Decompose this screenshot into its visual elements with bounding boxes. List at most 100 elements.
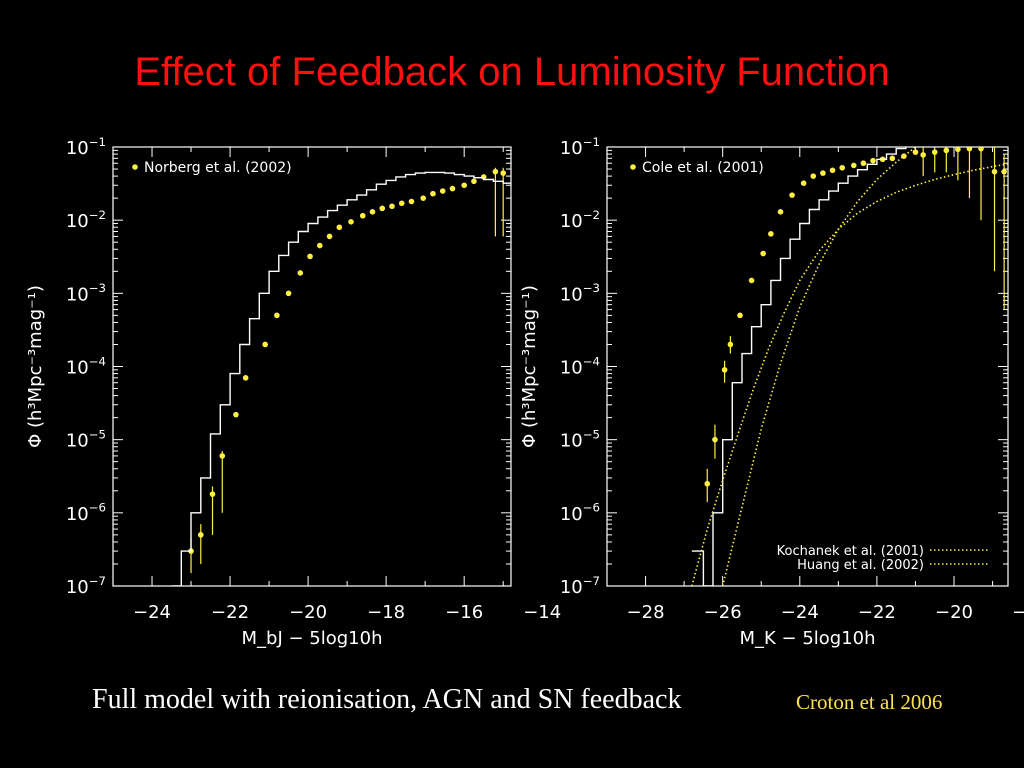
data-point [850,162,857,169]
data-point [262,341,268,348]
data-point [829,167,836,174]
data-point [461,182,467,189]
data-point [439,188,446,194]
y-tick-label: 10−3 [560,281,600,305]
data-point [242,375,249,381]
y-tick-label: 10−6 [66,501,106,525]
data-point [955,147,961,153]
y-tick-label: 10−4 [66,354,106,378]
x-tick-label: −22 [211,602,249,623]
data-point [285,290,292,297]
legend-label: Norberg et al. (2002) [144,160,292,176]
data-point [760,250,766,257]
x-tick-label: −14 [523,602,561,623]
data-point [737,312,743,319]
data-point [931,149,938,155]
dotted-fit-line [721,147,917,586]
data-point [209,491,216,497]
y-tick-label: 10−7 [560,574,600,598]
data-point [326,233,333,240]
data-point [379,205,386,212]
data-point [307,253,313,260]
x-tick-label: −24 [133,602,171,623]
data-point [777,209,784,215]
data-point [748,277,755,284]
x-tick-label: −20 [935,602,973,623]
dotted-fit-line [691,163,1008,586]
y-tick-label: 10−1 [66,135,106,159]
data-point [408,198,415,205]
x-tick-label: −18 [367,602,405,623]
data-point [721,367,728,373]
data-point [500,170,506,176]
data-point [920,152,926,158]
y-tick-label: 10−5 [560,428,600,452]
y-tick-label: 10−1 [560,135,600,159]
data-point [912,149,919,155]
y-axis-label: Φ (h³Mpc⁻³mag⁻¹) [25,285,46,448]
y-axis-label: Φ (h³Mpc⁻³mag⁻¹) [519,285,540,448]
data-point [870,157,876,164]
data-point [233,411,239,418]
x-tick-label: −26 [704,602,742,623]
legend-label: Huang et al. (2002) [797,558,924,573]
data-point [800,180,807,187]
plot-area [171,167,511,586]
data-point [1001,168,1007,175]
x-tick-label: −16 [445,602,483,623]
data-point [943,147,950,154]
chart-panel-2: 10−1 10−2 10−3 10−4 10−5 10−6 10−7 −28 −26 −24 −22… [519,135,1024,649]
legend-marker [132,164,138,170]
data-point [398,200,405,207]
y-tick-label: 10−5 [66,428,106,452]
data-point [810,173,817,179]
plot-frame [112,146,512,587]
data-point [492,168,499,175]
data-point [274,312,280,319]
y-tick-label: 10−3 [66,281,106,305]
data-point [389,203,395,210]
x-tick-label: −28 [627,602,665,623]
x-tick-label: −20 [289,602,327,623]
y-tick-label: 10−7 [66,574,106,598]
y-tick-label: 10−2 [66,208,106,232]
data-point [966,147,973,152]
data-point [860,160,867,167]
data-point [317,242,323,249]
data-point [369,209,376,215]
data-point [768,231,774,237]
legend-label: Cole et al. (2001) [642,160,764,176]
data-point [348,218,354,225]
y-tick-label: 10−6 [560,501,600,525]
chart-panel-1: 10−1 10−2 10−3 10−4 10−5 10−6 10−7 −24 −22 −20 −18… [25,135,561,649]
data-point [336,224,343,231]
data-point [420,195,427,201]
data-point [471,178,477,185]
data-point [712,436,718,443]
y-tick-label: 10−4 [560,354,600,378]
y-tick-label: 10−2 [560,208,600,232]
data-point [430,190,436,197]
x-tick-label: −18 [1012,602,1024,623]
slide-caption: Full model with reionisation, AGN and SN… [92,684,682,715]
data-point [991,168,998,175]
data-point [449,185,456,192]
x-axis-label: M_bJ − 5log10h [242,628,383,649]
data-point [197,532,204,538]
data-point [889,155,896,162]
data-point [789,192,795,198]
data-point [219,453,226,459]
model-step-line [691,147,907,586]
plot-area [691,147,1008,586]
data-point [704,480,711,487]
x-axis-label: M_K − 5log10h [739,628,875,649]
luminosity-function-plots: 10−1 10−2 10−3 10−4 10−5 10−6 10−7 −24 −22 −20 −18… [25,135,1024,649]
data-point [359,212,366,219]
slide-title: Effect of Feedback on Luminosity Functio… [134,50,890,94]
legend-marker [630,164,636,170]
data-point [978,147,984,152]
data-point [297,270,304,276]
data-point [839,164,846,171]
plot-frame [606,146,1009,587]
x-tick-label: −24 [781,602,819,623]
